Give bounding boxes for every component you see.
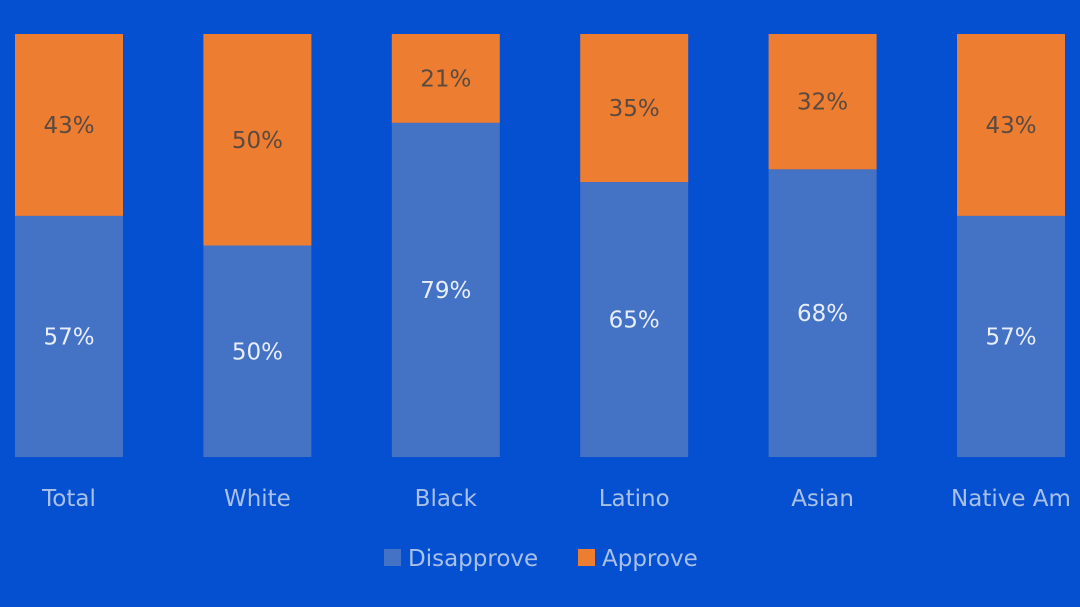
bar-approve-white [203, 34, 312, 246]
bar-approve-black [391, 34, 500, 123]
data-label-approve-native-am: 43% [985, 113, 1036, 139]
legend: Disapprove Approve [384, 546, 698, 572]
data-label-disapprove-total: 57% [43, 324, 94, 350]
legend-label-disapprove: Disapprove [408, 546, 538, 572]
data-labels-group: 57% 43% 50% 50% 79% 21% 65% 35% 68% 32% 57% 43% [43, 66, 1036, 365]
bar-approve-asian [768, 34, 877, 170]
bar-disapprove-white [203, 245, 312, 457]
bar-disapprove-asian [768, 169, 877, 458]
bar-disapprove-latino [580, 182, 689, 458]
data-label-approve-latino: 35% [609, 96, 660, 122]
bars-group [15, 34, 1065, 458]
category-label-total: Total [41, 486, 96, 512]
data-label-disapprove-black: 79% [420, 278, 471, 304]
category-label-asian: Asian [791, 486, 854, 512]
category-label-latino: Latino [599, 486, 670, 512]
data-label-approve-asian: 32% [797, 90, 848, 116]
category-label-white: White [224, 486, 291, 512]
data-label-disapprove-latino: 65% [609, 308, 660, 334]
data-label-approve-total: 43% [43, 113, 94, 139]
bar-disapprove-native-am [957, 215, 1065, 457]
bar-disapprove-black [391, 122, 500, 457]
data-label-disapprove-white: 50% [232, 339, 283, 365]
data-label-approve-white: 50% [232, 128, 283, 154]
data-label-disapprove-native-am: 57% [985, 324, 1036, 350]
category-label-native-am: Native Am [951, 486, 1071, 512]
legend-swatch-disapprove [384, 549, 401, 566]
data-label-disapprove-asian: 68% [797, 301, 848, 327]
category-label-black: Black [415, 486, 478, 512]
legend-swatch-approve [578, 549, 595, 566]
legend-label-approve: Approve [602, 546, 698, 572]
category-labels-group: Total White Black Latino Asian Native Am [41, 486, 1071, 512]
bar-approve-native-am [957, 34, 1065, 216]
bar-approve-total [15, 34, 123, 216]
data-label-approve-black: 21% [420, 66, 471, 92]
bar-disapprove-total [15, 215, 123, 457]
bar-approve-latino [580, 34, 689, 183]
